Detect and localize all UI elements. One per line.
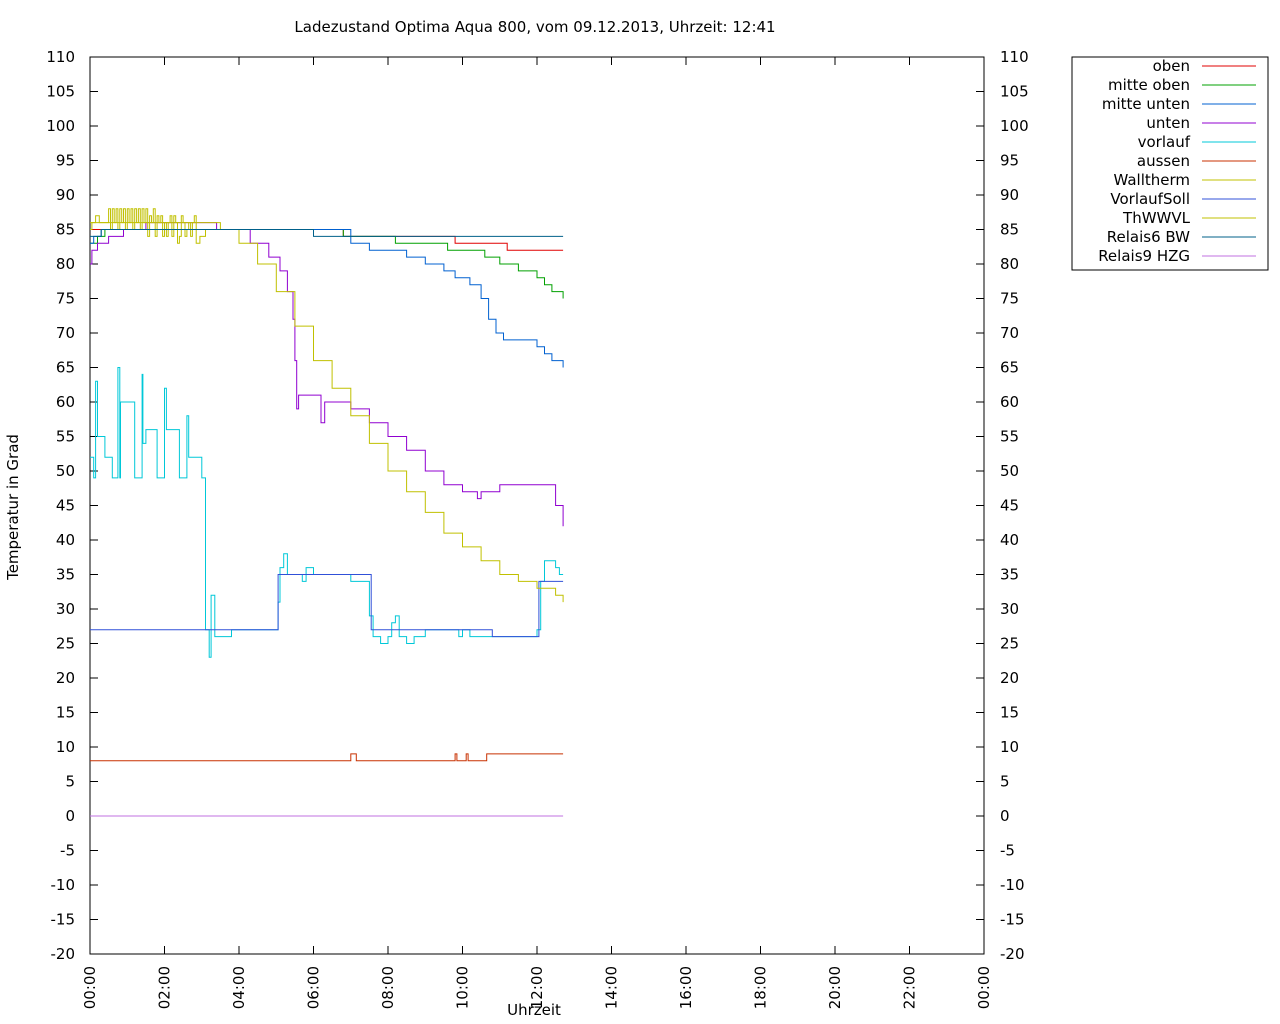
legend-label: ThWWVL — [1122, 209, 1191, 227]
y-tick-label-left: 70 — [56, 324, 75, 342]
y-tick-label-left: -20 — [51, 945, 76, 963]
y-tick-label-right: -10 — [1000, 876, 1025, 894]
x-tick-label: 00:00 — [81, 966, 99, 1009]
y-tick-label-right: 15 — [1000, 704, 1019, 722]
y-tick-label-left: 40 — [56, 531, 75, 549]
y-tick-label-right: 35 — [1000, 566, 1019, 584]
legend-box — [1071, 56, 1269, 271]
y-tick-label-left: 20 — [56, 669, 75, 687]
y-tick-label-left: 110 — [46, 48, 75, 66]
y-tick-label-right: 55 — [1000, 428, 1019, 446]
series-lines — [90, 208, 564, 817]
x-tick-label: 00:00 — [975, 966, 993, 1009]
x-tick-label: 20:00 — [826, 966, 844, 1009]
y-tick-label-right: 60 — [1000, 393, 1019, 411]
y-tick-label-right: 25 — [1000, 635, 1019, 653]
y-tick-label-left: 50 — [56, 462, 75, 480]
legend-label: aussen — [1137, 152, 1190, 170]
y-tick-label-left: 0 — [65, 807, 75, 825]
x-axis-label: Uhrzeit — [507, 1001, 561, 1019]
y-tick-label-left: 15 — [56, 704, 75, 722]
y-tick-label-left: 90 — [56, 186, 75, 204]
legend-label: oben — [1153, 57, 1190, 75]
series-line-oben — [90, 229, 564, 251]
y-tick-label-right: 0 — [1000, 807, 1010, 825]
y-tick-label-left: 80 — [56, 255, 75, 273]
y-tick-label-left: 60 — [56, 393, 75, 411]
y-tick-label-right: -5 — [1000, 842, 1015, 860]
x-tick-label: 16:00 — [677, 966, 695, 1009]
y-tick-label-right: 20 — [1000, 669, 1019, 687]
y-tick-label-right: 110 — [1000, 48, 1029, 66]
legend-label: unten — [1146, 114, 1190, 132]
series-line-mitte-unten — [90, 229, 564, 368]
x-tick-label: 04:00 — [230, 966, 248, 1009]
series-line-aussen — [90, 753, 564, 762]
y-tick-label-left: 45 — [56, 497, 75, 515]
x-tick-label: 10:00 — [454, 966, 472, 1009]
y-tick-label-right: 75 — [1000, 290, 1019, 308]
y-tick-label-left: -10 — [51, 876, 76, 894]
series-line-vorlauf — [90, 367, 564, 658]
y-tick-label-right: 30 — [1000, 600, 1019, 618]
y-tick-label-right: 65 — [1000, 359, 1019, 377]
y-tick-label-right: 105 — [1000, 83, 1029, 101]
y-axis-label: Temperatur in Grad — [4, 434, 22, 581]
series-line-unten — [90, 222, 564, 527]
series-line-vorlaufsoll — [90, 574, 564, 638]
y-tick-label-left: 25 — [56, 635, 75, 653]
y-tick-label-right: 70 — [1000, 324, 1019, 342]
y-tick-label-left: 55 — [56, 428, 75, 446]
x-tick-label: 02:00 — [156, 966, 174, 1009]
y-tick-label-right: 85 — [1000, 221, 1019, 239]
x-tick-label: 18:00 — [752, 966, 770, 1009]
legend-label: vorlauf — [1138, 133, 1191, 151]
series-line-thwwvl — [90, 222, 564, 603]
y-tick-label-right: 100 — [1000, 117, 1029, 135]
y-tick-label-left: 105 — [46, 83, 75, 101]
y-tick-label-left: 65 — [56, 359, 75, 377]
y-tick-label-right: 50 — [1000, 462, 1019, 480]
y-tick-label-left: 85 — [56, 221, 75, 239]
series-line-relais6-bw — [90, 229, 564, 237]
y-tick-label-left: 75 — [56, 290, 75, 308]
x-tick-label: 22:00 — [901, 966, 919, 1009]
legend-label: Relais9 HZG — [1098, 247, 1190, 265]
y-tick-label-left: 95 — [56, 152, 75, 170]
x-tick-label: 14:00 — [603, 966, 621, 1009]
y-tick-label-right: -20 — [1000, 945, 1025, 963]
y-tick-label-left: 5 — [65, 773, 75, 791]
series-line-mitte-oben — [90, 229, 564, 299]
y-tick-label-right: 90 — [1000, 186, 1019, 204]
y-tick-label-right: 45 — [1000, 497, 1019, 515]
y-tick-label-left: 35 — [56, 566, 75, 584]
x-tick-label: 12:00 — [528, 966, 546, 1009]
legend-label: Relais6 BW — [1107, 228, 1190, 246]
plot-frame — [89, 56, 985, 955]
x-tick-label: 08:00 — [379, 966, 397, 1009]
legend-label: mitte oben — [1108, 76, 1190, 94]
y-tick-label-left: 100 — [46, 117, 75, 135]
chart-title: Ladezustand Optima Aqua 800, vom 09.12.2… — [294, 18, 775, 36]
y-tick-label-left: 30 — [56, 600, 75, 618]
y-tick-label-right: 5 — [1000, 773, 1010, 791]
y-tick-label-right: -15 — [1000, 911, 1025, 929]
y-tick-label-right: 10 — [1000, 738, 1019, 756]
y-tick-label-right: 40 — [1000, 531, 1019, 549]
y-tick-label-right: 80 — [1000, 255, 1019, 273]
y-tick-label-left: -15 — [51, 911, 76, 929]
legend-label: VorlaufSoll — [1110, 190, 1190, 208]
legend-label: Walltherm — [1113, 171, 1190, 189]
legend-label: mitte unten — [1102, 95, 1190, 113]
y-tick-label-right: 95 — [1000, 152, 1019, 170]
x-tick-label: 06:00 — [305, 966, 323, 1009]
y-tick-label-left: -5 — [60, 842, 75, 860]
y-tick-label-left: 10 — [56, 738, 75, 756]
